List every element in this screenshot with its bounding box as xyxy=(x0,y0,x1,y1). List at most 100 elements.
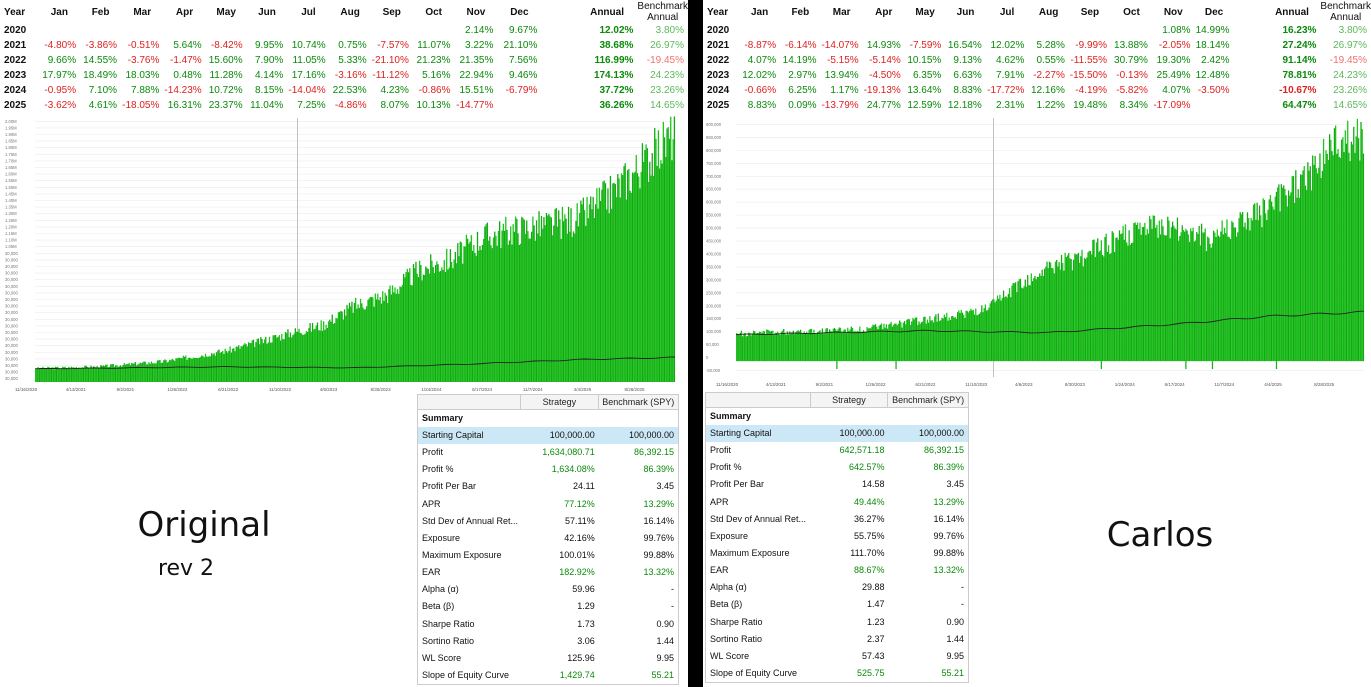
equity-bar xyxy=(41,368,43,382)
summary-row[interactable]: Maximum Exposure 111.70% 99.88% xyxy=(706,545,968,562)
summary-row[interactable]: Slope of Equity Curve 1,429.74 55.21 xyxy=(418,667,678,684)
equity-bar xyxy=(70,366,72,382)
summary-row[interactable]: Maximum Exposure 100.01% 99.88% xyxy=(418,547,678,564)
summary-row[interactable]: Profit 1,634,080.71 86,392.15 xyxy=(418,444,678,461)
equity-bar xyxy=(494,231,496,382)
equity-bar xyxy=(1082,266,1084,362)
summary-row[interactable]: Profit % 1,634.08% 86.39% xyxy=(418,461,678,478)
metric-label: Beta (β) xyxy=(710,599,743,610)
metric-label: Sharpe Ratio xyxy=(710,616,763,627)
equity-bar xyxy=(161,362,164,382)
summary-row[interactable]: EAR 88.67% 13.32% xyxy=(706,562,968,579)
equity-bar xyxy=(348,302,351,382)
equity-bar xyxy=(1308,170,1310,362)
equity-bar xyxy=(1239,212,1241,362)
equity-bar xyxy=(1349,161,1351,362)
equity-bar xyxy=(169,359,171,382)
equity-bar xyxy=(218,349,220,382)
equity-bar xyxy=(1000,300,1002,362)
strategy-column-header[interactable]: Strategy xyxy=(809,393,888,407)
equity-bar xyxy=(350,306,352,382)
strategy-column-header[interactable]: Strategy xyxy=(520,395,597,409)
strategy-value: 14.58 xyxy=(861,479,885,490)
summary-row[interactable]: EAR 182.92% 13.32% xyxy=(418,564,678,581)
y-tick-label: 1.55M xyxy=(5,178,17,183)
equity-bar xyxy=(1233,227,1235,362)
summary-row[interactable]: Profit % 642.57% 86.39% xyxy=(706,459,968,476)
summary-row[interactable]: Beta (β) 1.47- xyxy=(706,596,968,613)
summary-row[interactable]: WL Score 125.96 9.95 xyxy=(418,650,678,667)
equity-bar xyxy=(953,317,955,362)
summary-row[interactable]: WL Score 57.43 9.95 xyxy=(706,648,968,665)
summary-row[interactable]: Starting Capital 100,000.00 100,000.00 xyxy=(706,425,968,443)
equity-bar xyxy=(160,362,162,382)
equity-bar xyxy=(928,322,930,362)
summary-row[interactable]: Profit Per Bar 14.58 3.45 xyxy=(706,476,968,493)
equity-bar xyxy=(1271,201,1273,362)
summary-row[interactable]: APR 49.44% 13.29% xyxy=(706,494,968,511)
equity-bar xyxy=(889,323,891,362)
equity-bar xyxy=(883,323,885,362)
equity-bar xyxy=(224,348,226,382)
equity-bar xyxy=(436,261,438,382)
equity-bar xyxy=(888,324,890,362)
equity-bar xyxy=(1091,254,1093,362)
equity-bar xyxy=(796,330,798,362)
spacer-cell xyxy=(1234,23,1264,38)
benchmark-annual: -19.45% xyxy=(646,55,684,66)
equity-chart[interactable]: -50,000 0 50,000 100,000 150,000 200,000 250,0… xyxy=(704,114,1368,389)
summary-row[interactable]: Sharpe Ratio 1.23 0.90 xyxy=(706,614,968,631)
summary-row[interactable]: Sortino Ratio 3.06 1.44 xyxy=(418,633,678,650)
equity-bar xyxy=(1203,232,1205,362)
summary-row[interactable]: Sortino Ratio 2.37 1.44 xyxy=(706,631,968,648)
summary-row[interactable]: Exposure 55.75% 99.76% xyxy=(706,528,968,545)
equity-bar xyxy=(1328,134,1331,362)
equity-bar xyxy=(1087,252,1089,362)
equity-bar xyxy=(830,331,832,362)
summary-row[interactable]: Profit Per Bar 24.11 3.45 xyxy=(418,478,678,495)
equity-bar xyxy=(1250,217,1252,362)
equity-bar xyxy=(319,330,321,382)
equity-bar xyxy=(1006,297,1008,362)
month-return: 5.16% xyxy=(422,70,451,81)
summary-row[interactable]: Starting Capital 100,000.00 100,000.00 xyxy=(418,427,678,445)
equity-bar xyxy=(946,312,948,362)
equity-bar xyxy=(166,362,168,382)
equity-bar xyxy=(389,285,391,382)
benchmark-column-header[interactable]: Benchmark (SPY) xyxy=(887,393,968,407)
equity-bar xyxy=(903,320,906,362)
equity-bar xyxy=(1244,222,1246,362)
equity-bar xyxy=(175,358,177,382)
equity-bar xyxy=(111,364,113,382)
equity-bar xyxy=(282,339,284,382)
summary-row[interactable]: Alpha (α) 59.96- xyxy=(418,581,678,598)
y-tick-label: 1.90M xyxy=(5,132,17,137)
summary-row[interactable]: Sharpe Ratio 1.73 0.90 xyxy=(418,616,678,633)
equity-chart[interactable]: 30,000 30,000 30,000 30,000 30,000 30,000 30,0… xyxy=(3,114,679,394)
equity-bar xyxy=(263,339,266,382)
summary-row[interactable]: Beta (β) 1.29- xyxy=(418,598,678,615)
equity-bar xyxy=(995,300,997,362)
equity-bar xyxy=(372,297,374,382)
benchmark-column-header[interactable]: Benchmark (SPY) xyxy=(597,395,678,409)
equity-bar xyxy=(1357,138,1360,362)
equity-bar xyxy=(901,327,903,362)
summary-row[interactable]: Exposure 42.16% 99.76% xyxy=(418,530,678,547)
summary-row[interactable]: APR 77.12% 13.29% xyxy=(418,496,678,513)
summary-row[interactable]: Slope of Equity Curve 525.75 55.21 xyxy=(706,665,968,682)
equity-bar xyxy=(879,324,881,362)
equity-bar xyxy=(1076,254,1078,362)
month-return: 16.54% xyxy=(947,40,982,51)
equity-bar xyxy=(624,163,626,382)
summary-row[interactable]: Std Dev of Annual Ret... 36.27% 16.14% xyxy=(706,511,968,528)
summary-row[interactable]: Alpha (α) 29.88- xyxy=(706,579,968,596)
summary-row[interactable]: Std Dev of Annual Ret... 57.11% 16.14% xyxy=(418,513,678,530)
equity-bar xyxy=(900,322,902,362)
equity-bar xyxy=(186,359,188,382)
equity-bar xyxy=(1136,222,1139,362)
summary-row[interactable]: Profit 642,571.18 86,392.15 xyxy=(706,442,968,459)
month-return: 2.97% xyxy=(788,70,817,81)
equity-bar xyxy=(323,321,325,382)
equity-bar xyxy=(308,328,310,382)
equity-bar xyxy=(1165,235,1168,362)
